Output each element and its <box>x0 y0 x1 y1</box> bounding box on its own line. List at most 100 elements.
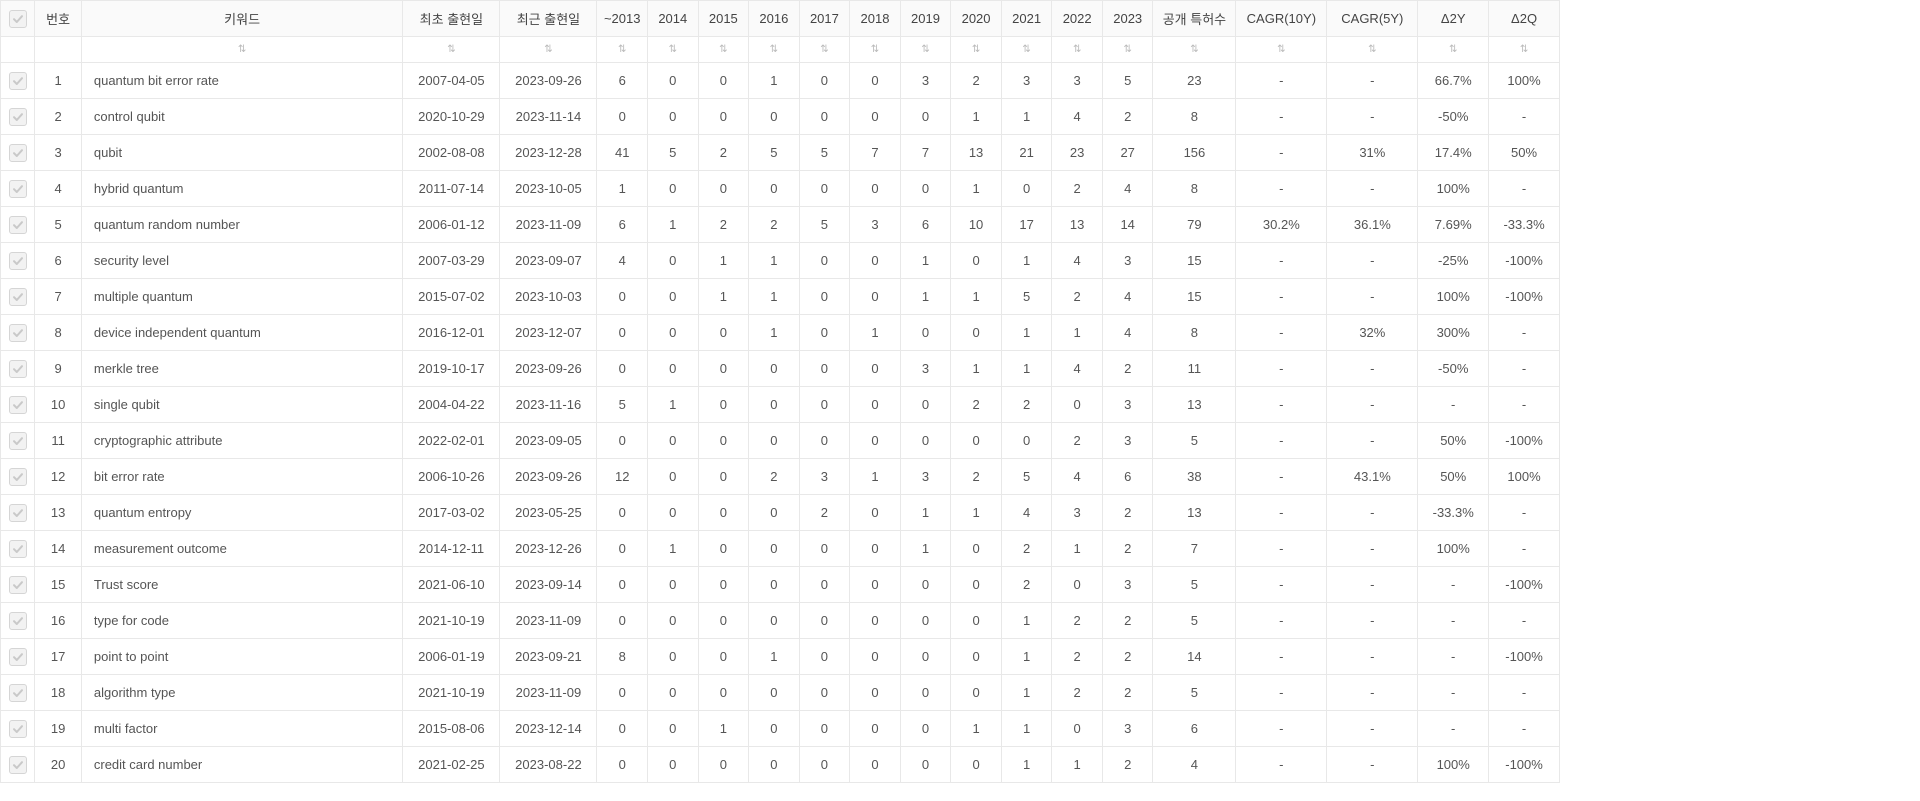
row-checkbox-cell[interactable] <box>1 459 35 495</box>
table-row[interactable]: 14measurement outcome2014-12-112023-12-2… <box>1 531 1560 567</box>
row-checkbox[interactable] <box>9 612 27 630</box>
col-2015[interactable]: 2015 <box>698 1 749 37</box>
sort-icon[interactable]: ⇅ <box>1327 37 1418 63</box>
row-checkbox[interactable] <box>9 540 27 558</box>
table-row[interactable]: 16type for code2021-10-192023-11-0900000… <box>1 603 1560 639</box>
table-row[interactable]: 11cryptographic attribute2022-02-012023-… <box>1 423 1560 459</box>
row-checkbox-cell[interactable] <box>1 171 35 207</box>
row-checkbox[interactable] <box>9 684 27 702</box>
table-row[interactable]: 18algorithm type2021-10-192023-11-090000… <box>1 675 1560 711</box>
row-checkbox[interactable] <box>9 288 27 306</box>
sort-icon[interactable]: ⇅ <box>698 37 749 63</box>
row-checkbox-cell[interactable] <box>1 675 35 711</box>
row-checkbox-cell[interactable] <box>1 603 35 639</box>
table-row[interactable]: 3qubit2002-08-082023-12-2841525577132123… <box>1 135 1560 171</box>
sort-icon[interactable]: ⇅ <box>81 37 403 63</box>
table-row[interactable]: 17point to point2006-01-192023-09-218001… <box>1 639 1560 675</box>
col-2020[interactable]: 2020 <box>951 1 1002 37</box>
table-row[interactable]: 19multi factor2015-08-062023-12-14001000… <box>1 711 1560 747</box>
table-row[interactable]: 12bit error rate2006-10-262023-09-261200… <box>1 459 1560 495</box>
table-row[interactable]: 9merkle tree2019-10-172023-09-2600000031… <box>1 351 1560 387</box>
table-row[interactable]: 20credit card number2021-02-252023-08-22… <box>1 747 1560 783</box>
row-checkbox-cell[interactable] <box>1 711 35 747</box>
row-checkbox[interactable] <box>9 180 27 198</box>
sort-icon[interactable]: ⇅ <box>900 37 951 63</box>
col-index[interactable]: 번호 <box>35 1 82 37</box>
table-row[interactable]: 2control qubit2020-10-292023-11-14000000… <box>1 99 1560 135</box>
row-checkbox-cell[interactable] <box>1 63 35 99</box>
col-2013[interactable]: ~2013 <box>597 1 648 37</box>
row-checkbox-cell[interactable] <box>1 207 35 243</box>
row-checkbox[interactable] <box>9 324 27 342</box>
sort-icon[interactable]: ⇅ <box>1418 37 1489 63</box>
row-checkbox-cell[interactable] <box>1 747 35 783</box>
col-2021[interactable]: 2021 <box>1001 1 1052 37</box>
col-2014[interactable]: 2014 <box>648 1 699 37</box>
table-row[interactable]: 13quantum entropy2017-03-022023-05-25000… <box>1 495 1560 531</box>
col-total[interactable]: 공개 특허수 <box>1153 1 1236 37</box>
col-2022[interactable]: 2022 <box>1052 1 1103 37</box>
sort-icon[interactable]: ⇅ <box>403 37 500 63</box>
sort-icon[interactable]: ⇅ <box>1001 37 1052 63</box>
select-all-checkbox[interactable] <box>9 10 27 28</box>
col-d2y[interactable]: Δ2Y <box>1418 1 1489 37</box>
row-checkbox[interactable] <box>9 576 27 594</box>
row-checkbox[interactable] <box>9 720 27 738</box>
table-row[interactable]: 6security level2007-03-292023-09-0740110… <box>1 243 1560 279</box>
row-checkbox-cell[interactable] <box>1 279 35 315</box>
sort-icon[interactable]: ⇅ <box>1489 37 1560 63</box>
row-checkbox-cell[interactable] <box>1 135 35 171</box>
row-checkbox-cell[interactable] <box>1 243 35 279</box>
col-last-date[interactable]: 최근 출현일 <box>500 1 597 37</box>
table-row[interactable]: 4hybrid quantum2011-07-142023-10-0510000… <box>1 171 1560 207</box>
row-checkbox-cell[interactable] <box>1 315 35 351</box>
table-row[interactable]: 1quantum bit error rate2007-04-052023-09… <box>1 63 1560 99</box>
sort-icon[interactable]: ⇅ <box>1102 37 1153 63</box>
row-checkbox[interactable] <box>9 144 27 162</box>
sort-icon[interactable]: ⇅ <box>1236 37 1327 63</box>
table-row[interactable]: 7multiple quantum2015-07-022023-10-03001… <box>1 279 1560 315</box>
col-2018[interactable]: 2018 <box>850 1 901 37</box>
sort-icon[interactable]: ⇅ <box>749 37 800 63</box>
row-checkbox-cell[interactable] <box>1 495 35 531</box>
row-checkbox[interactable] <box>9 756 27 774</box>
row-checkbox[interactable] <box>9 108 27 126</box>
select-all-header[interactable] <box>1 1 35 37</box>
sort-icon[interactable]: ⇅ <box>951 37 1002 63</box>
row-checkbox[interactable] <box>9 468 27 486</box>
sort-icon[interactable]: ⇅ <box>799 37 850 63</box>
row-checkbox[interactable] <box>9 396 27 414</box>
table-row[interactable]: 5quantum random number2006-01-122023-11-… <box>1 207 1560 243</box>
col-d2q[interactable]: Δ2Q <box>1489 1 1560 37</box>
sort-icon[interactable]: ⇅ <box>1153 37 1236 63</box>
table-row[interactable]: 15Trust score2021-06-102023-09-140000000… <box>1 567 1560 603</box>
row-checkbox[interactable] <box>9 504 27 522</box>
row-checkbox-cell[interactable] <box>1 423 35 459</box>
row-checkbox-cell[interactable] <box>1 531 35 567</box>
row-checkbox[interactable] <box>9 360 27 378</box>
col-2017[interactable]: 2017 <box>799 1 850 37</box>
sort-icon[interactable]: ⇅ <box>648 37 699 63</box>
row-checkbox[interactable] <box>9 648 27 666</box>
row-checkbox-cell[interactable] <box>1 387 35 423</box>
sort-icon[interactable]: ⇅ <box>1052 37 1103 63</box>
sort-icon[interactable]: ⇅ <box>850 37 901 63</box>
row-checkbox[interactable] <box>9 432 27 450</box>
sort-icon[interactable]: ⇅ <box>597 37 648 63</box>
table-row[interactable]: 10single qubit2004-04-222023-11-16510000… <box>1 387 1560 423</box>
row-checkbox-cell[interactable] <box>1 639 35 675</box>
table-row[interactable]: 8device independent quantum2016-12-01202… <box>1 315 1560 351</box>
col-keyword[interactable]: 키워드 <box>81 1 403 37</box>
row-checkbox[interactable] <box>9 216 27 234</box>
col-cagr10[interactable]: CAGR(10Y) <box>1236 1 1327 37</box>
col-first-date[interactable]: 최초 출현일 <box>403 1 500 37</box>
row-checkbox-cell[interactable] <box>1 567 35 603</box>
col-2023[interactable]: 2023 <box>1102 1 1153 37</box>
sort-icon[interactable]: ⇅ <box>500 37 597 63</box>
col-2019[interactable]: 2019 <box>900 1 951 37</box>
col-cagr5[interactable]: CAGR(5Y) <box>1327 1 1418 37</box>
row-checkbox[interactable] <box>9 72 27 90</box>
row-checkbox-cell[interactable] <box>1 351 35 387</box>
col-2016[interactable]: 2016 <box>749 1 800 37</box>
row-checkbox[interactable] <box>9 252 27 270</box>
